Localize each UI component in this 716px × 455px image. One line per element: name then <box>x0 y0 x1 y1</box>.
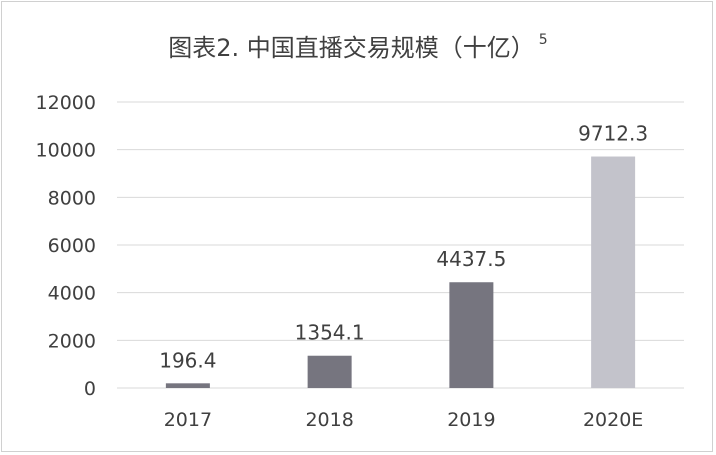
y-tick-label: 0 <box>84 378 96 400</box>
y-tick-label: 10000 <box>36 140 96 162</box>
data-label: 196.4 <box>159 348 216 372</box>
x-tick-label: 2020E <box>583 409 643 431</box>
x-tick-label: 2017 <box>164 409 212 431</box>
data-label: 1354.1 <box>295 321 365 345</box>
bar <box>165 383 210 388</box>
bar <box>591 156 636 388</box>
bar <box>449 282 494 388</box>
y-tick-label: 6000 <box>48 235 96 257</box>
y-tick-label: 2000 <box>48 330 96 352</box>
data-label: 4437.5 <box>436 247 506 271</box>
x-tick-label: 2019 <box>447 409 495 431</box>
chart-title-footnote: 5 <box>538 32 548 48</box>
y-tick-label: 4000 <box>48 283 96 305</box>
chart-title: 图表2. 中国直播交易规模（十亿） 5 <box>0 28 716 63</box>
bar <box>307 355 352 388</box>
chart-title-text: 图表2. 中国直播交易规模（十亿） <box>168 34 535 62</box>
data-label: 9712.3 <box>578 122 648 146</box>
y-tick-label: 12000 <box>36 92 96 114</box>
y-tick-label: 8000 <box>48 187 96 209</box>
x-tick-label: 2018 <box>305 409 353 431</box>
